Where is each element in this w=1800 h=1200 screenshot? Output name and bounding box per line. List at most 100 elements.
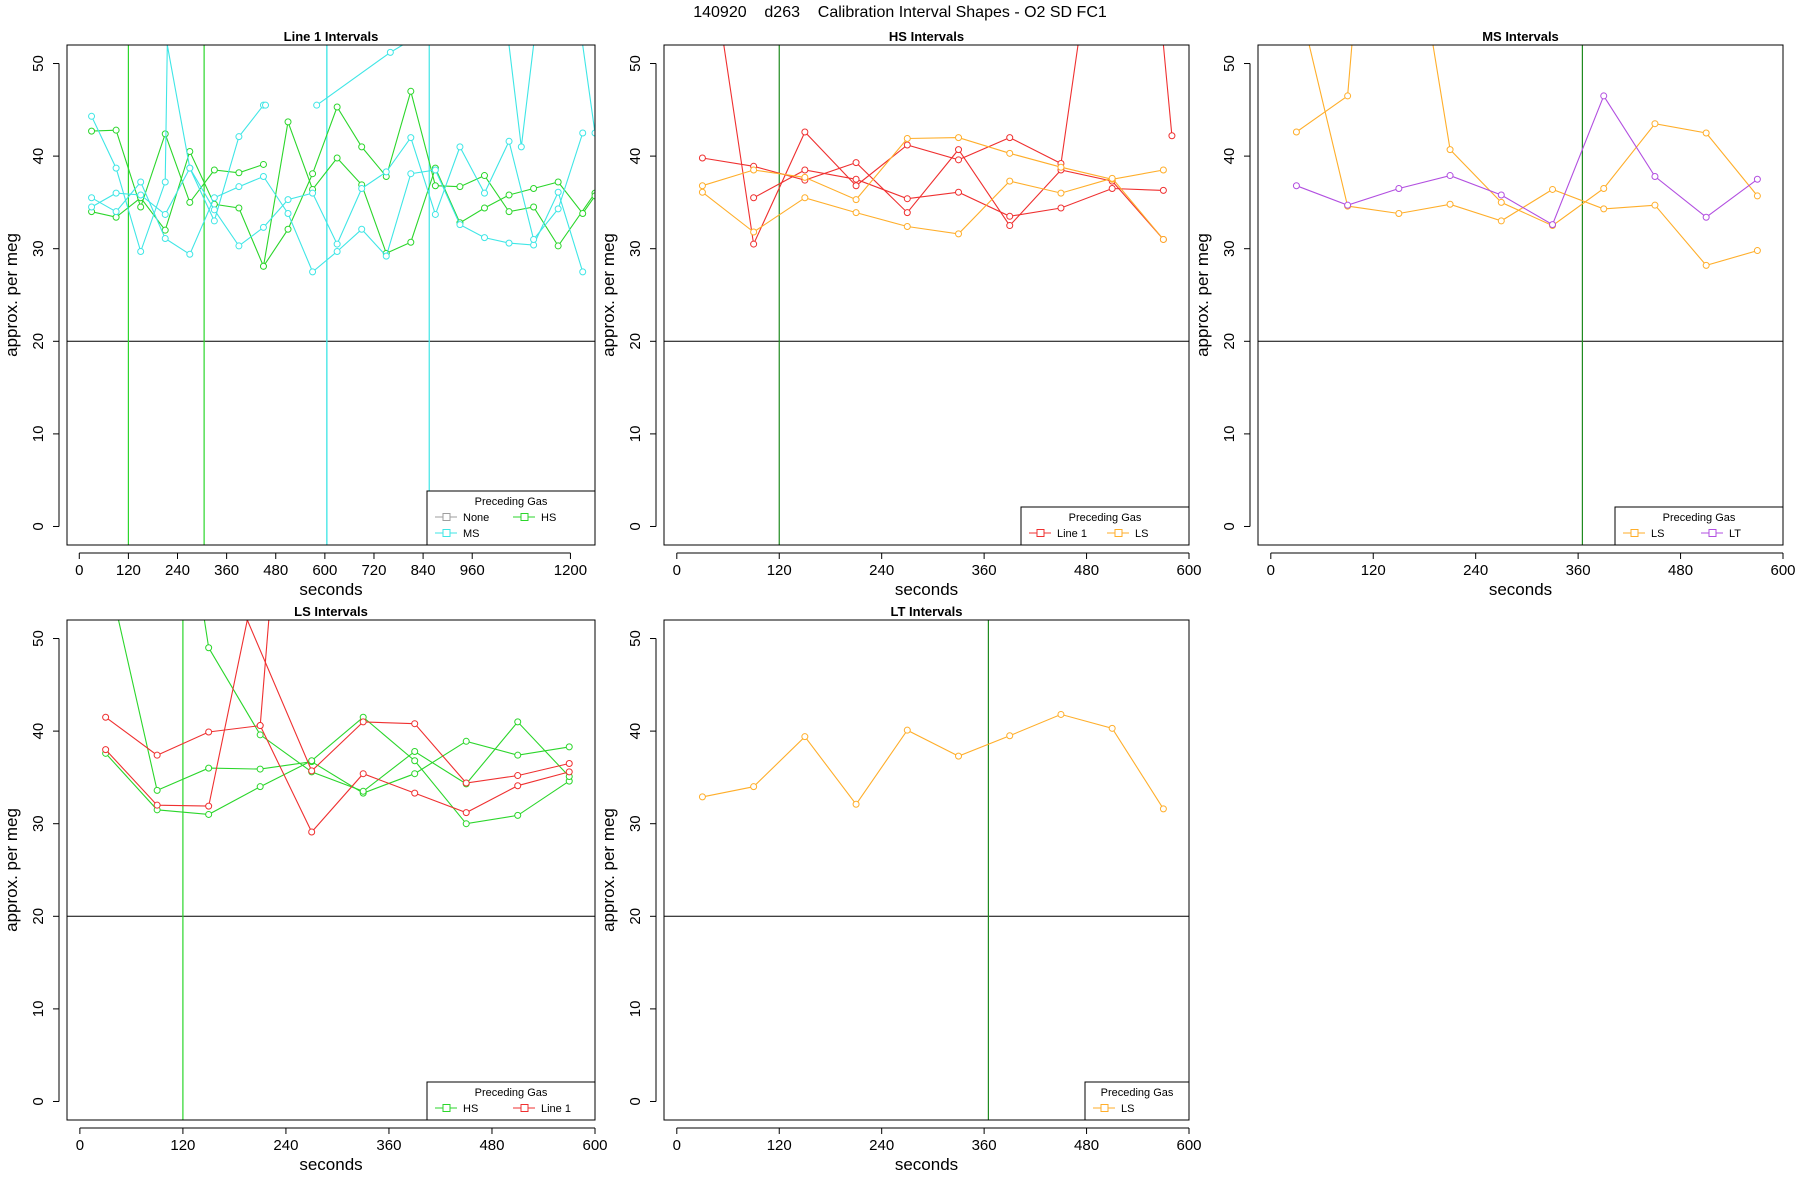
series-line-ms bbox=[316, 45, 595, 147]
data-point bbox=[462, 809, 470, 817]
x-tick-label: 240 bbox=[273, 1137, 298, 1154]
x-tick-label: 0 bbox=[673, 1137, 681, 1154]
data-point bbox=[1702, 213, 1710, 221]
x-axis: 0 120 240 360 480 600 720 840 960 1200 seconds bbox=[75, 552, 587, 599]
data-point bbox=[1006, 212, 1014, 220]
data-point bbox=[750, 228, 758, 236]
data-point bbox=[407, 134, 415, 142]
data-point bbox=[903, 135, 911, 143]
legend-marker bbox=[442, 513, 451, 521]
y-axis-label: approx. per meg bbox=[599, 808, 618, 932]
legend-label-ls: LS bbox=[1135, 528, 1148, 540]
data-point bbox=[750, 166, 758, 174]
data-point bbox=[750, 194, 758, 202]
data-point bbox=[1600, 185, 1608, 193]
data-point bbox=[505, 191, 513, 199]
y-tick-label: 10 bbox=[1221, 426, 1238, 443]
legend-label-ls: LS bbox=[1121, 1103, 1134, 1115]
legend-box bbox=[1084, 1081, 1190, 1121]
data-point bbox=[1395, 185, 1403, 193]
legend: Preceding Gas HS Line 1 bbox=[426, 1081, 596, 1121]
data-point bbox=[1702, 261, 1710, 269]
data-point bbox=[462, 779, 470, 787]
legend-box bbox=[1020, 506, 1190, 546]
data-point bbox=[1292, 182, 1300, 190]
data-point bbox=[456, 143, 464, 151]
x-tick-label: 840 bbox=[411, 562, 436, 579]
data-point bbox=[554, 242, 562, 250]
data-point bbox=[456, 183, 464, 191]
data-point bbox=[591, 129, 595, 137]
y-tick-label: 0 bbox=[30, 522, 47, 530]
legend-marker bbox=[1630, 529, 1639, 537]
plot-area bbox=[1258, 45, 1783, 545]
x-tick-label: 0 bbox=[673, 562, 681, 579]
x-axis-label: seconds bbox=[895, 580, 958, 599]
data-point bbox=[505, 239, 513, 247]
legend-title: Preceding Gas bbox=[1101, 1087, 1174, 1099]
legend-title: Preceding Gas bbox=[475, 1087, 548, 1099]
data-point bbox=[801, 173, 809, 181]
data-point bbox=[698, 793, 706, 801]
y-tick-label: 20 bbox=[30, 908, 47, 925]
data-point bbox=[1057, 163, 1065, 171]
x-tick-label: 120 bbox=[1361, 562, 1386, 579]
y-tick-label: 20 bbox=[30, 333, 47, 350]
data-point bbox=[205, 802, 213, 810]
data-point bbox=[1006, 134, 1014, 142]
y-axis: 0 10 20 30 40 50 approx. per meg bbox=[1193, 55, 1251, 531]
x-tick-label: 120 bbox=[116, 562, 141, 579]
data-point bbox=[955, 752, 963, 760]
data-point bbox=[517, 143, 525, 151]
panel-hs: HS Intervals 0 120 240 360 480 600 seconds 0 10 20… bbox=[599, 29, 1202, 599]
data-point bbox=[852, 209, 860, 217]
data-point bbox=[313, 101, 321, 109]
data-point bbox=[1057, 710, 1065, 718]
data-point bbox=[514, 811, 522, 819]
panel-title: LS Intervals bbox=[294, 604, 368, 619]
data-point bbox=[309, 189, 317, 197]
legend-marker bbox=[520, 513, 529, 521]
y-tick-label: 40 bbox=[627, 723, 644, 740]
x-tick-label: 0 bbox=[1267, 562, 1275, 579]
data-point bbox=[530, 185, 538, 193]
data-point bbox=[480, 234, 488, 242]
data-point bbox=[359, 770, 367, 778]
data-point bbox=[801, 194, 809, 202]
y-tick-label: 10 bbox=[627, 426, 644, 443]
data-point bbox=[456, 221, 464, 229]
data-point bbox=[210, 166, 218, 174]
y-tick-label: 10 bbox=[627, 1001, 644, 1018]
x-axis-label: seconds bbox=[299, 1155, 362, 1174]
series-line-lt bbox=[1296, 94, 1758, 226]
data-point bbox=[1549, 221, 1557, 229]
legend-marker bbox=[520, 1104, 529, 1112]
data-point bbox=[554, 178, 562, 186]
data-point bbox=[210, 217, 218, 225]
x-tick-label: 360 bbox=[1566, 562, 1591, 579]
data-point bbox=[284, 225, 292, 233]
x-axis: 0 120 240 360 480 600 seconds bbox=[673, 552, 1202, 599]
x-axis: 0 120 240 360 480 600 seconds bbox=[76, 1127, 608, 1174]
data-point bbox=[411, 757, 419, 765]
data-point bbox=[565, 743, 573, 751]
data-point bbox=[480, 204, 488, 212]
y-tick-label: 30 bbox=[30, 815, 47, 832]
data-point bbox=[382, 168, 390, 176]
data-point bbox=[284, 118, 292, 126]
x-tick-label: 0 bbox=[76, 1137, 84, 1154]
data-point bbox=[480, 189, 488, 197]
series-line-hs bbox=[105, 716, 570, 825]
data-point bbox=[205, 728, 213, 736]
panel-ms: MS Intervals 0 120 240 360 480 600 seconds 0 10 20… bbox=[1193, 29, 1796, 599]
panels: Line 1 Intervals 0 120 240 360 480 600 720 840 96… bbox=[2, 29, 1796, 1174]
data-point bbox=[530, 235, 538, 243]
x-tick-label: 240 bbox=[165, 562, 190, 579]
data-point bbox=[112, 189, 120, 197]
data-point bbox=[358, 143, 366, 151]
data-point bbox=[88, 194, 96, 202]
data-point bbox=[1006, 177, 1014, 185]
data-point bbox=[259, 160, 267, 168]
x-tick-label: 600 bbox=[1176, 1137, 1201, 1154]
legend-label-line-1: Line 1 bbox=[541, 1103, 571, 1115]
